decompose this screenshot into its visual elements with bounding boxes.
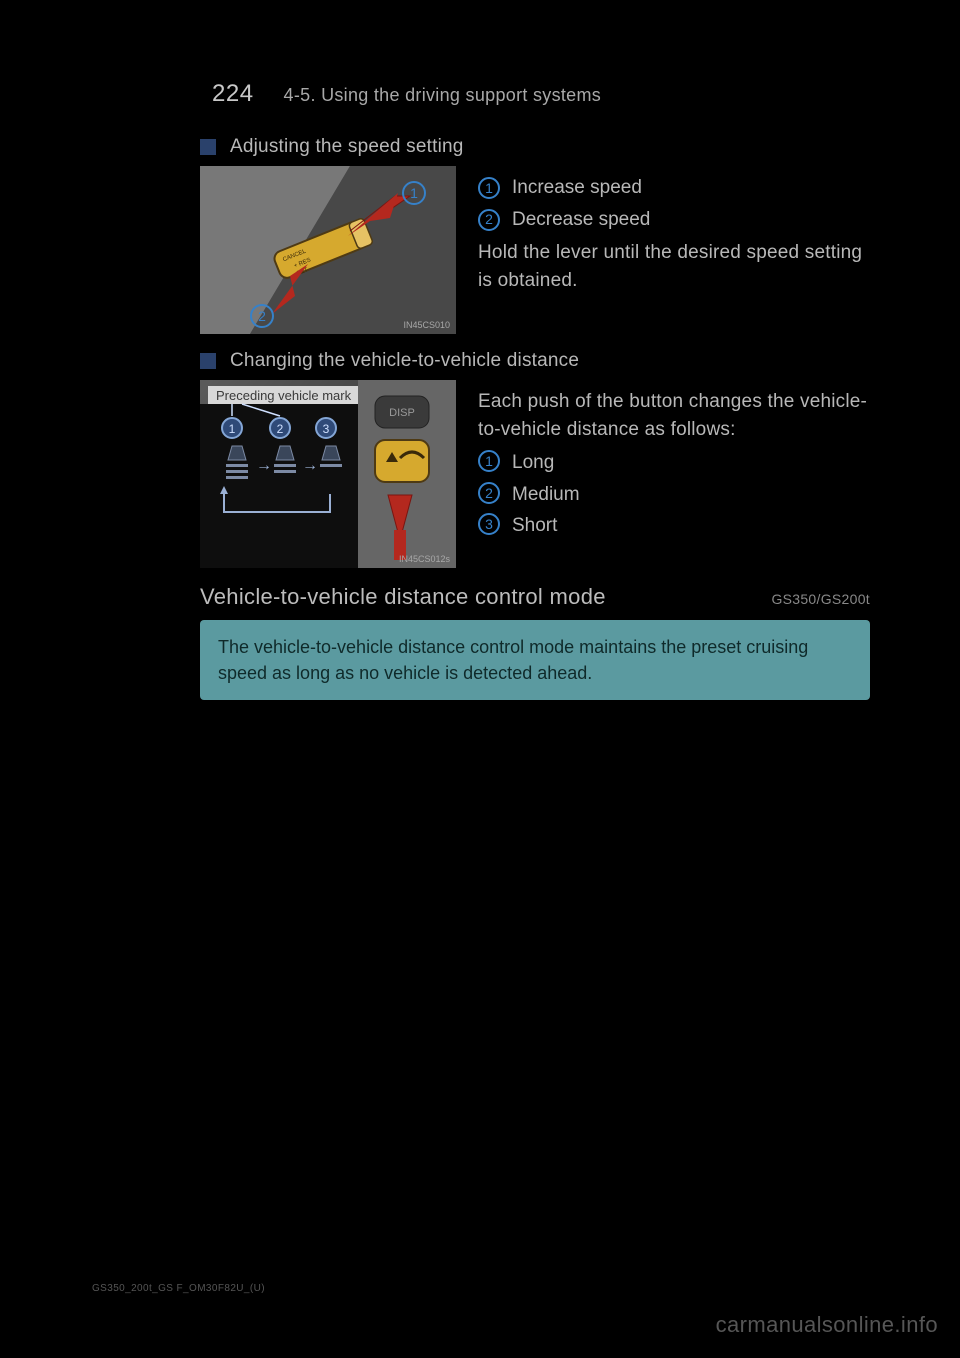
callouts-speed: 1 Increase speed 2 Decrease speed Hold t… <box>478 166 870 300</box>
callout-label: Short <box>512 512 557 540</box>
callout-1-icon: 1 <box>478 450 500 472</box>
watermark: carmanualsonline.info <box>716 1312 938 1338</box>
figure-distance-button: Preceding vehicle mark DISP 1 <box>200 380 456 568</box>
mode-heading: Vehicle-to-vehicle distance control mode <box>200 584 606 610</box>
callout-2-icon: 2 <box>478 482 500 504</box>
section-crumb: 4-5. Using the driving support systems <box>284 85 602 106</box>
info-box: The vehicle-to-vehicle distance control … <box>200 620 870 700</box>
callout-row: 1 Long <box>478 449 870 477</box>
figure-code: IN45CS010 <box>403 320 450 330</box>
callout-row: 2 Decrease speed <box>478 206 870 234</box>
lever-illustration: CANCEL + RES - SET 1 2 <box>200 166 456 334</box>
callouts-distance: Each push of the button changes the vehi… <box>478 380 870 544</box>
heading-row: Vehicle-to-vehicle distance control mode… <box>200 584 870 610</box>
svg-text:3: 3 <box>323 422 330 436</box>
model-tag: GS350/GS200t <box>771 591 870 607</box>
callout-row: 3 Short <box>478 512 870 540</box>
subsection-speed: Adjusting the speed setting <box>200 136 870 158</box>
distance-illustration: DISP 1 2 3 <box>200 380 456 568</box>
callout-2-icon: 2 <box>478 209 500 231</box>
hint-text: Hold the lever until the desired speed s… <box>478 239 870 294</box>
svg-text:1: 1 <box>229 422 236 436</box>
figure-row-distance: Preceding vehicle mark DISP 1 <box>200 380 870 568</box>
page-header: 224 4-5. Using the driving support syste… <box>200 80 870 108</box>
distance-intro: Each push of the button changes the vehi… <box>478 388 870 443</box>
svg-text:1: 1 <box>410 185 418 201</box>
info-box-text: The vehicle-to-vehicle distance control … <box>218 637 808 683</box>
subsection-distance: Changing the vehicle-to-vehicle distance <box>200 350 870 372</box>
callout-row: 2 Medium <box>478 481 870 509</box>
footer-fine-print: GS350_200t_GS F_OM30F82U_(U) <box>92 1283 265 1294</box>
svg-text:2: 2 <box>258 308 266 324</box>
figure-code: IN45CS012s <box>399 554 450 564</box>
callout-3-icon: 3 <box>478 513 500 535</box>
callout-label: Medium <box>512 481 580 509</box>
figure-row-speed: CANCEL + RES - SET 1 2 IN45CS010 1 Incre… <box>200 166 870 334</box>
svg-text:→: → <box>302 457 318 474</box>
subsection-title: Changing the vehicle-to-vehicle distance <box>230 350 579 372</box>
square-bullet-icon <box>200 139 216 155</box>
callout-1-icon: 1 <box>478 177 500 199</box>
callout-label: Decrease speed <box>512 206 650 234</box>
square-bullet-icon <box>200 353 216 369</box>
page-number: 224 <box>212 80 254 108</box>
figure-speed-lever: CANCEL + RES - SET 1 2 IN45CS010 <box>200 166 456 334</box>
callout-label: Increase speed <box>512 174 642 202</box>
svg-text:DISP: DISP <box>389 407 415 419</box>
callout-row: 1 Increase speed <box>478 174 870 202</box>
svg-text:→: → <box>256 457 272 474</box>
callout-label: Long <box>512 449 554 477</box>
subsection-title: Adjusting the speed setting <box>230 136 464 158</box>
svg-text:2: 2 <box>277 422 284 436</box>
